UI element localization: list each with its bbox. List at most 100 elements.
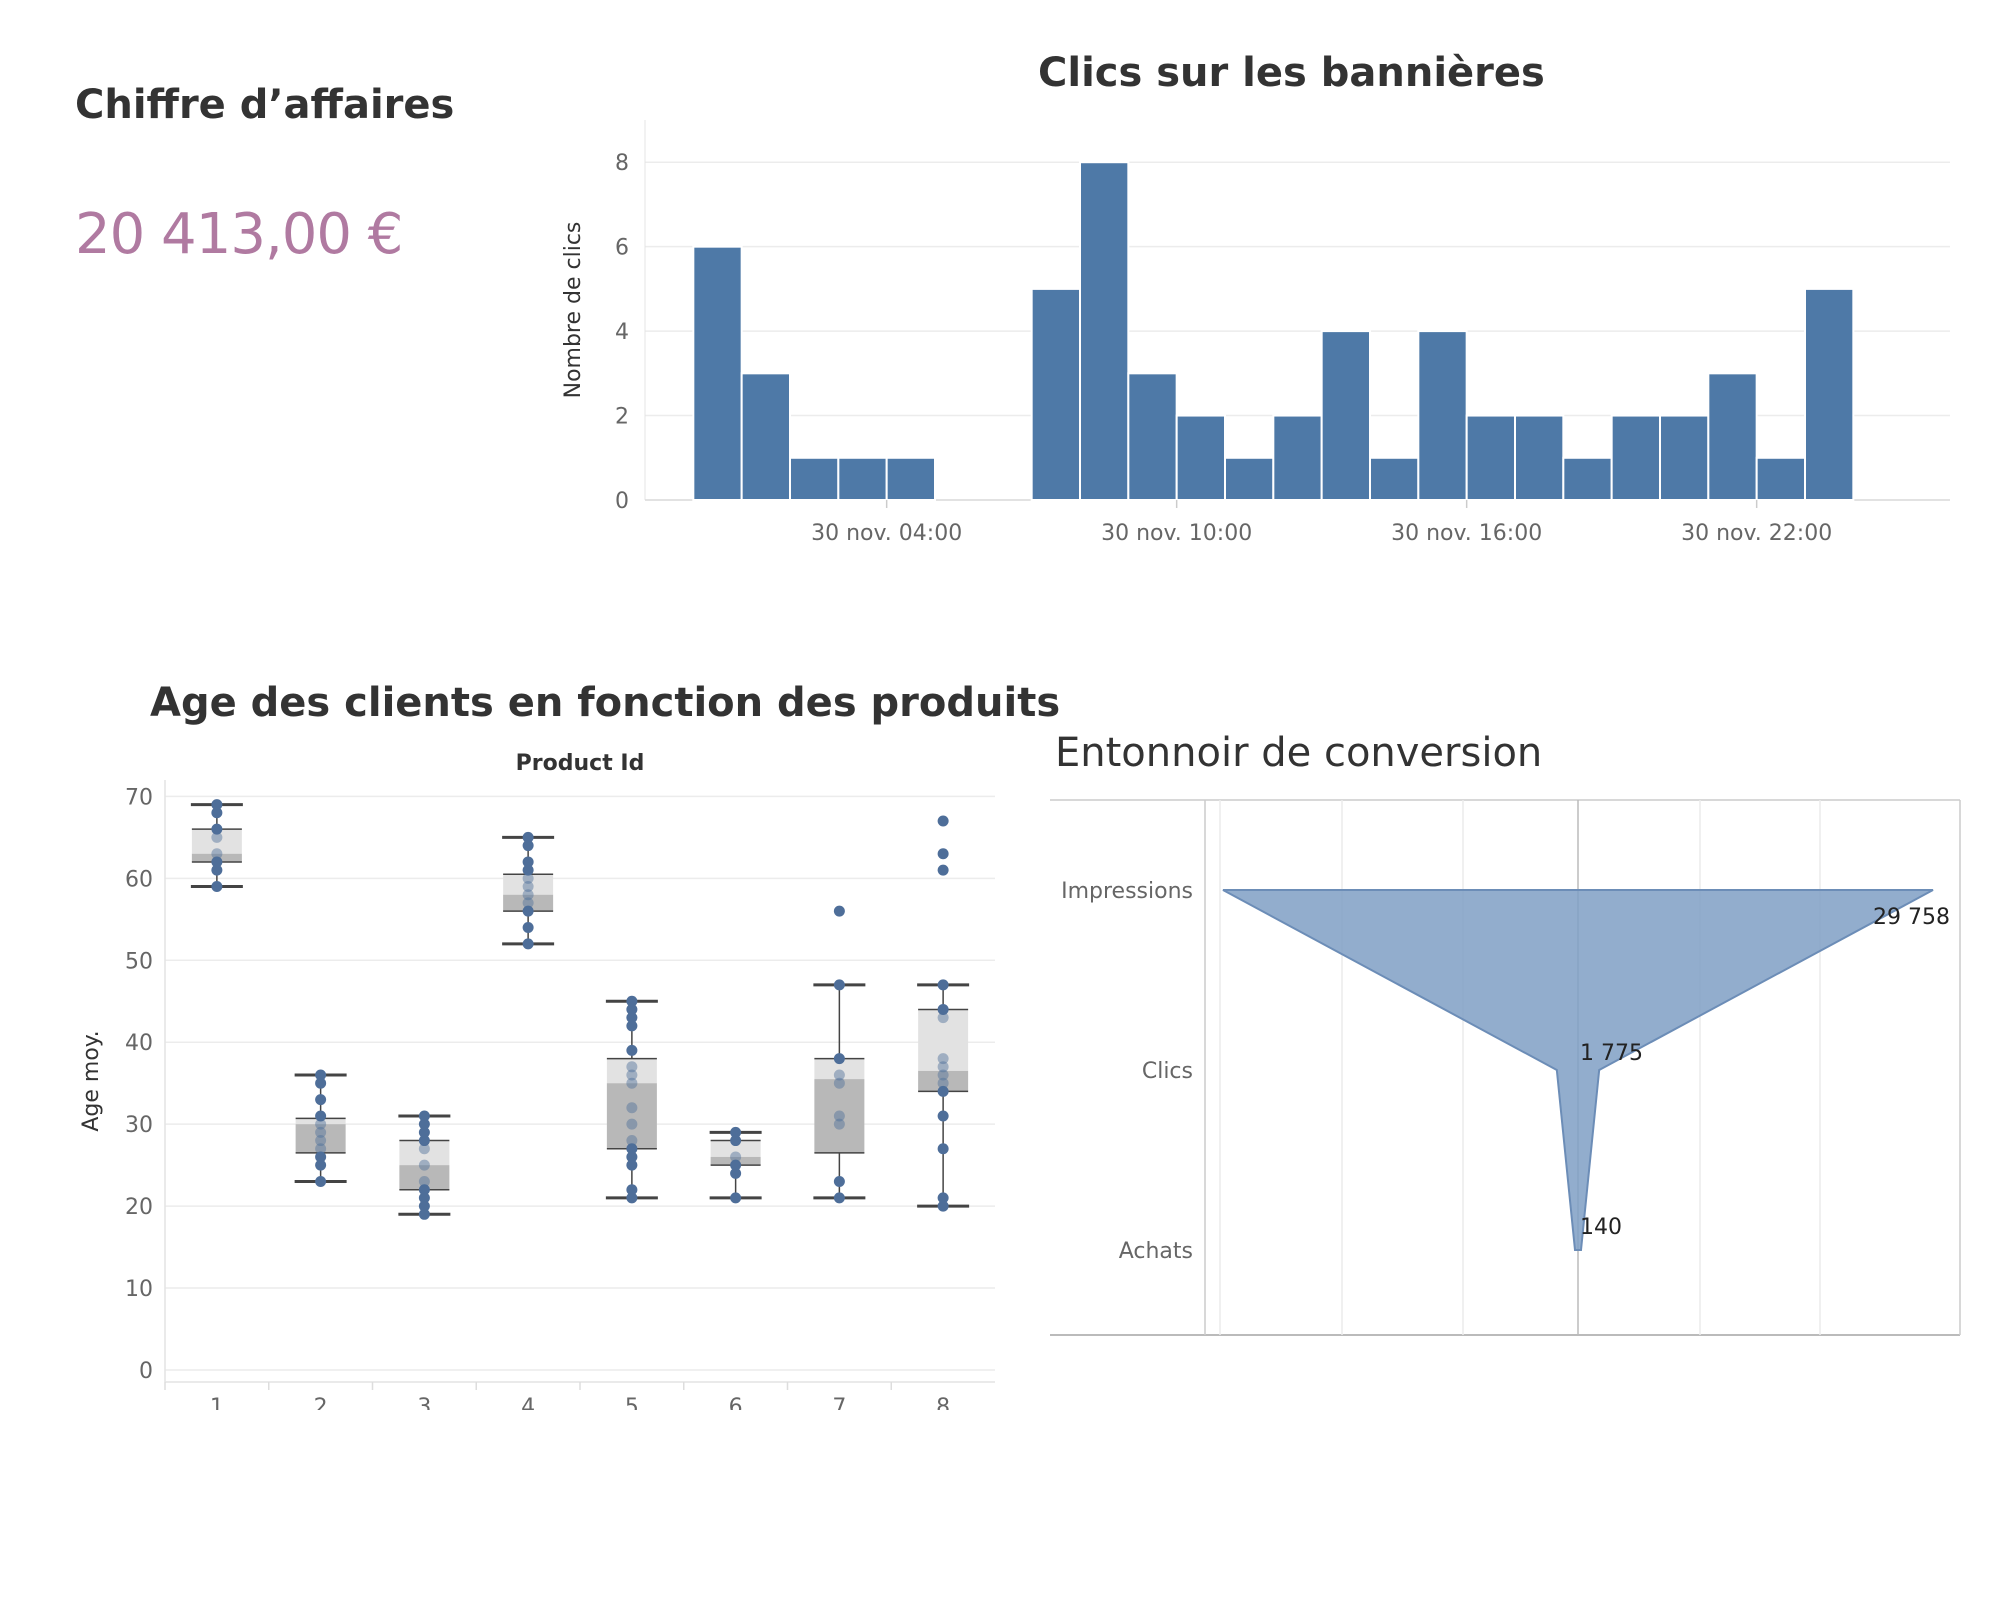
x-tick-label: 30 nov. 16:00: [1391, 521, 1542, 546]
box-lower: [295, 1124, 346, 1153]
data-point: [937, 1192, 949, 1204]
y-tick-label: 2: [615, 405, 629, 430]
data-point: [626, 1044, 638, 1056]
x-tick-label: 30 nov. 04:00: [811, 521, 962, 546]
y-tick-label: 70: [125, 785, 153, 810]
histogram-chart: 0 2 4 6 8 30 nov. 04:00 30 nov. 10:00 30 nov. 1…: [561, 120, 1950, 546]
y-tick-label: 40: [125, 1031, 153, 1056]
data-point: [937, 1200, 949, 1212]
x-tick-label: 6: [729, 1395, 743, 1410]
x-tick-label: 4: [521, 1395, 535, 1410]
x-tick-label: 8: [936, 1395, 950, 1410]
histogram-bar: [1707, 372, 1758, 502]
data-point: [522, 938, 534, 950]
box-lower: [503, 894, 554, 912]
funnel-stage-label: Impressions: [1061, 879, 1193, 904]
data-point: [937, 1077, 949, 1089]
y-tick-label: 60: [125, 867, 153, 892]
kpi-title: Chiffre d’affaires: [75, 82, 455, 128]
x-tick-label: 1: [210, 1395, 224, 1410]
data-point: [315, 1069, 327, 1081]
data-point: [626, 1151, 638, 1163]
y-tick-label: 30: [125, 1113, 153, 1138]
box-upper: [814, 1058, 865, 1080]
data-point: [418, 1176, 430, 1188]
data-point: [418, 1135, 430, 1147]
box-lower: [606, 1083, 657, 1149]
data-point: [730, 1126, 742, 1138]
histogram-bar: [1369, 456, 1420, 501]
histogram-bar: [1127, 372, 1178, 502]
histogram-title: Clics sur les bannières: [1038, 50, 1545, 96]
data-point: [315, 1176, 327, 1188]
data-point: [626, 1069, 638, 1081]
data-point: [937, 1003, 949, 1015]
histogram-bar: [740, 372, 792, 502]
data-point: [626, 1118, 638, 1130]
boxplot-chart: Product Id 0 10 20 30 40 50 60 70 1 2 3 4 5 6 7 8 Age moy…: [79, 751, 995, 1410]
data-point: [522, 922, 534, 933]
data-point: [937, 1012, 949, 1024]
y-tick-label: 4: [615, 320, 629, 345]
y-axis-label: Nombre de clics: [561, 222, 586, 399]
y-tick-label: 8: [615, 151, 629, 176]
histogram-bar: [1659, 414, 1710, 501]
data-point: [626, 1102, 638, 1114]
data-point: [522, 840, 534, 852]
x-tick-label: 5: [625, 1395, 639, 1410]
y-tick-label: 0: [139, 1359, 153, 1384]
x-tick-label: 2: [314, 1395, 328, 1410]
data-point: [833, 905, 845, 917]
data-point: [418, 1200, 430, 1212]
data-point: [626, 1184, 638, 1196]
data-point: [522, 856, 534, 868]
funnel-chart: Impressions Clics Achats 29 758 1 775 140: [1050, 799, 1961, 1336]
data-point: [418, 1118, 430, 1130]
histogram-bar: [837, 456, 888, 501]
data-point: [937, 1085, 949, 1097]
data-point: [730, 1151, 742, 1163]
box-upper: [710, 1140, 761, 1157]
data-point: [418, 1159, 430, 1171]
data-point: [315, 1135, 327, 1147]
histogram-bar: [1079, 161, 1130, 501]
data-point: [730, 1167, 742, 1179]
histogram-bar: [1514, 414, 1565, 501]
box-upper: [503, 874, 554, 895]
data-point: [937, 1061, 949, 1073]
data-point: [315, 1151, 327, 1163]
data-point: [522, 872, 534, 884]
histogram-bar: [1562, 456, 1613, 501]
data-point: [833, 1176, 845, 1188]
histogram-bar: [1465, 414, 1517, 501]
data-point: [626, 1020, 638, 1032]
data-point: [937, 979, 949, 991]
facet-header: Product Id: [516, 751, 645, 776]
histogram-bar: [1610, 414, 1661, 501]
data-point: [315, 1143, 327, 1155]
boxplot-title: Age des clients en fonction des produits: [150, 680, 1061, 726]
histogram-bar: [1417, 330, 1468, 501]
data-point: [833, 1053, 845, 1065]
x-tick-label: 7: [832, 1395, 846, 1410]
data-point: [418, 1208, 430, 1220]
data-point: [833, 1192, 845, 1204]
data-point: [315, 1126, 327, 1138]
data-point: [937, 1143, 949, 1155]
data-point: [937, 848, 949, 860]
histogram-bar: [789, 456, 840, 501]
data-point: [211, 831, 223, 843]
data-point: [937, 1110, 949, 1122]
y-tick-label: 20: [125, 1195, 153, 1220]
histogram-bar: [692, 245, 743, 501]
data-point: [418, 1184, 430, 1196]
histogram-bar: [1272, 414, 1323, 501]
data-point: [315, 1159, 327, 1171]
data-point: [626, 1061, 638, 1073]
data-point: [833, 1110, 845, 1122]
data-point: [315, 1077, 327, 1089]
data-point: [418, 1126, 430, 1138]
funnel-value-label: 140: [1580, 1215, 1622, 1240]
x-tick-label: 3: [417, 1395, 431, 1410]
funnel-stage-label: Clics: [1142, 1059, 1193, 1084]
